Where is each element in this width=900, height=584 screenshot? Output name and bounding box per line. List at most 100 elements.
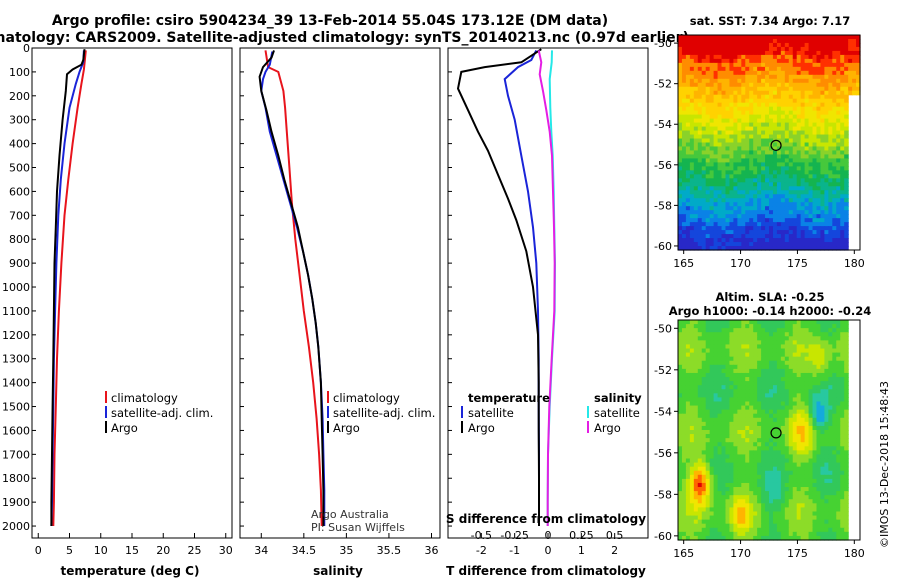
map-cell xyxy=(737,174,742,179)
map-cell xyxy=(733,474,738,480)
map-cell xyxy=(733,352,738,358)
map-cell xyxy=(741,154,746,160)
map-cell xyxy=(761,178,766,183)
map-cell xyxy=(836,430,841,435)
map-cell xyxy=(749,324,754,329)
map-cell xyxy=(769,162,774,167)
map-cell xyxy=(808,531,814,537)
map-cell xyxy=(757,434,762,439)
map-cell xyxy=(761,417,766,423)
map-cell xyxy=(832,118,837,124)
map-cell xyxy=(828,218,833,223)
map-cell xyxy=(741,320,746,325)
map-cell xyxy=(678,340,683,346)
map-cell xyxy=(828,186,833,191)
map-cell xyxy=(729,364,734,370)
y-tick-label: 1300 xyxy=(2,353,30,366)
map-cell xyxy=(701,162,707,167)
map-cell xyxy=(836,142,841,148)
map-cell xyxy=(678,162,683,167)
map-cell xyxy=(780,178,786,183)
map-cell xyxy=(832,214,837,219)
map-cell xyxy=(701,409,707,415)
map-cell xyxy=(808,478,814,484)
map-cell xyxy=(721,66,727,72)
y-tick-label: 0 xyxy=(23,42,30,55)
map-cell xyxy=(757,158,762,164)
salinity-legend: climatology satellite-adj. clim. Argo xyxy=(327,391,435,435)
map-cell xyxy=(848,82,853,88)
map-cell xyxy=(753,405,758,411)
map-cell xyxy=(721,340,727,346)
map-cell xyxy=(761,535,766,541)
map-cell xyxy=(761,35,766,40)
map-cell xyxy=(772,94,778,100)
map-cell xyxy=(784,98,790,104)
s-difference-ticks: -0.5 -0.25 0 0.25 0.5 xyxy=(471,529,624,542)
map-cell xyxy=(836,218,841,223)
map-cell xyxy=(784,82,790,88)
map-cell xyxy=(753,90,758,96)
map-cell xyxy=(840,352,845,358)
map-cell xyxy=(832,238,837,243)
map-cell xyxy=(824,138,829,144)
map-cell xyxy=(796,42,802,48)
map-cell xyxy=(840,413,845,419)
map-cell xyxy=(772,434,778,439)
map-cell xyxy=(761,58,766,64)
map-cell xyxy=(804,495,810,500)
map-cell xyxy=(840,174,845,179)
map-cell xyxy=(772,182,778,187)
map-cell xyxy=(828,90,833,96)
map-cell xyxy=(820,478,825,484)
map-cell xyxy=(689,344,695,350)
map-cell xyxy=(705,50,711,56)
map-cell xyxy=(832,242,837,247)
map-cell xyxy=(784,348,790,354)
map-cell xyxy=(701,507,707,513)
map-cell xyxy=(749,198,754,203)
map-cell xyxy=(844,58,849,64)
map-cell xyxy=(788,114,794,120)
map-cell xyxy=(784,511,790,517)
map-cell xyxy=(776,401,782,407)
map-cell xyxy=(836,222,841,227)
map-cell xyxy=(820,154,825,160)
map-cell xyxy=(792,86,798,92)
map-cell xyxy=(804,511,810,517)
map-cell xyxy=(816,234,822,239)
map-cell xyxy=(824,35,829,40)
map-cell xyxy=(820,336,825,341)
map-cell xyxy=(701,413,707,419)
map-cell xyxy=(820,442,825,447)
map-cell xyxy=(713,66,719,72)
map-cell xyxy=(701,487,707,492)
map-cell xyxy=(788,535,794,541)
map-cell xyxy=(828,190,833,195)
map-cell xyxy=(808,122,814,128)
map-cell xyxy=(733,234,738,239)
map-cell xyxy=(784,450,790,456)
map-cell xyxy=(800,368,806,374)
map-cell xyxy=(804,202,810,207)
map-cell xyxy=(832,450,837,456)
map-cell xyxy=(780,324,786,329)
map-cell xyxy=(757,38,762,44)
map-cell xyxy=(689,242,695,247)
map-cell xyxy=(709,458,715,464)
map-cell xyxy=(792,238,798,243)
map-cell xyxy=(705,86,711,92)
map-cell xyxy=(741,130,746,136)
map-cell xyxy=(824,438,829,443)
map-cell xyxy=(753,118,758,124)
map-cell xyxy=(828,344,833,350)
map-cell xyxy=(844,446,849,451)
map-cell xyxy=(705,174,711,179)
map-cell xyxy=(697,458,703,464)
map-cell xyxy=(832,409,837,415)
map-cell xyxy=(693,194,699,199)
map-cell xyxy=(757,122,762,128)
map-cell xyxy=(836,206,841,211)
map-cell xyxy=(689,210,695,215)
map-cell xyxy=(757,352,762,358)
